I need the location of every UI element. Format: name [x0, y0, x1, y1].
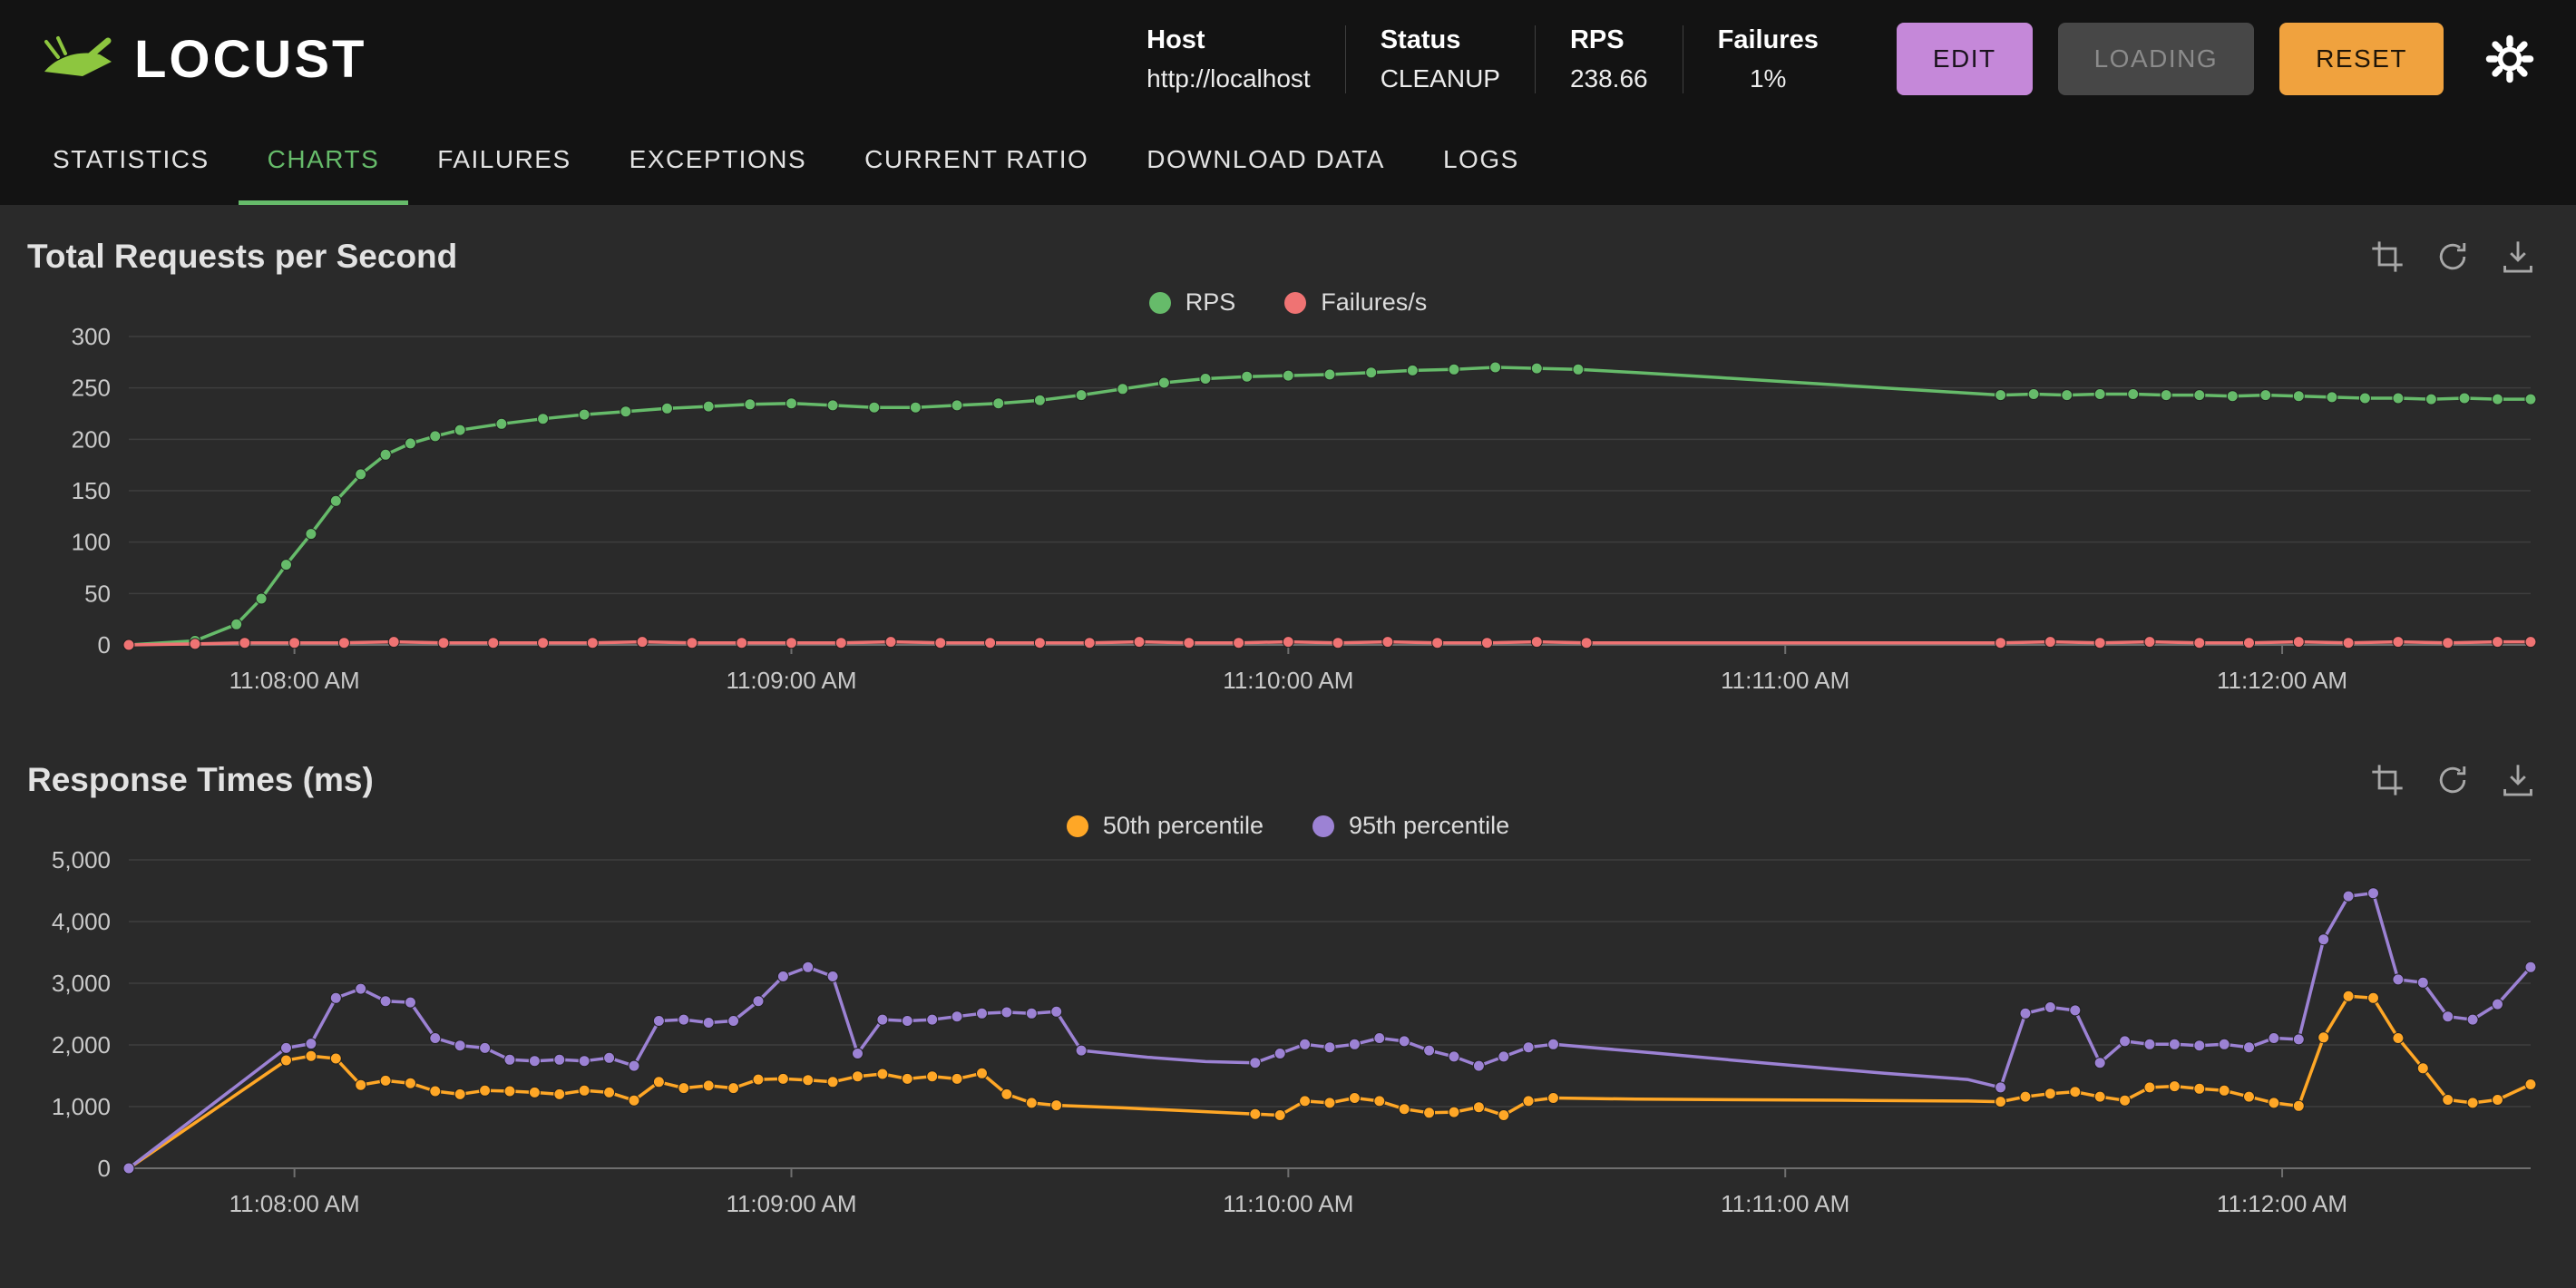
svg-text:4,000: 4,000	[52, 908, 111, 935]
svg-text:11:12:00 AM: 11:12:00 AM	[2217, 1190, 2347, 1217]
chart-toolbox	[2369, 762, 2549, 798]
svg-text:3,000: 3,000	[52, 970, 111, 997]
edit-button[interactable]: EDIT	[1896, 23, 2033, 95]
grasshopper-icon	[44, 36, 112, 76]
95th-percentile-series	[122, 887, 2537, 1175]
svg-text:200: 200	[72, 425, 111, 453]
svg-text:11:10:00 AM: 11:10:00 AM	[1223, 1190, 1353, 1217]
reset-button[interactable]: RESET	[2279, 23, 2444, 95]
tab-charts[interactable]: CHARTS	[238, 118, 409, 205]
stat-host: Host http://localhost	[1112, 24, 1346, 93]
restore-icon[interactable]	[2435, 239, 2471, 275]
chart-toolbox	[2369, 239, 2549, 275]
svg-text:11:12:00 AM: 11:12:00 AM	[2217, 667, 2347, 694]
response-times-chart-title: Response Times (ms)	[27, 761, 374, 798]
response-times-chart-canvas[interactable]: 0 1,000 2,000 3,000 4,000 5,000 11:08:00 AM 11:…	[27, 845, 2549, 1225]
app-header: LOCUST Host http://localhost Status CLEA…	[0, 0, 2576, 118]
svg-text:11:10:00 AM: 11:10:00 AM	[1223, 667, 1353, 694]
svg-text:11:11:00 AM: 11:11:00 AM	[1721, 1190, 1849, 1217]
svg-text:150: 150	[72, 477, 111, 504]
stat-rps: RPS 238.66	[1536, 24, 1683, 93]
stat-failures-label: Failures	[1717, 24, 1819, 54]
legend-marker-failures	[1284, 291, 1307, 314]
legend-item-95th[interactable]: 95th percentile	[1312, 812, 1509, 840]
stat-failures-value: 1%	[1749, 63, 1787, 93]
rps-chart-canvas[interactable]: 0 50 100 150 200 250 300 11:08:00 AM 11:09:00 AM…	[27, 322, 2549, 701]
legend-marker-50th	[1066, 815, 1088, 837]
stat-host-label: Host	[1147, 24, 1205, 54]
svg-text:1,000: 1,000	[52, 1093, 111, 1120]
svg-text:100: 100	[72, 529, 111, 556]
brand-name: LOCUST	[134, 29, 367, 89]
download-icon[interactable]	[2500, 762, 2536, 798]
legend-label-failures: Failures/s	[1321, 288, 1428, 316]
stat-status-label: Status	[1380, 24, 1461, 54]
stat-status-value: CLEANUP	[1380, 63, 1500, 93]
tab-bar: STATISTICS CHARTS FAILURES EXCEPTIONS CU…	[0, 118, 2576, 205]
failures-s-series	[122, 636, 2537, 651]
legend-marker-95th	[1312, 815, 1334, 837]
svg-text:11:09:00 AM: 11:09:00 AM	[726, 1190, 856, 1217]
download-icon[interactable]	[2500, 239, 2536, 275]
stat-rps-value: 238.66	[1569, 63, 1648, 93]
legend-marker-rps	[1148, 291, 1171, 314]
tab-statistics[interactable]: STATISTICS	[53, 144, 210, 173]
charts-page: Total Requests per Second RPS Fail	[0, 205, 2576, 1225]
legend-item-rps[interactable]: RPS	[1148, 288, 1236, 317]
50th-percentile-series	[122, 990, 2537, 1175]
svg-text:300: 300	[72, 323, 111, 350]
legend-item-failures[interactable]: Failures/s	[1284, 288, 1427, 317]
legend-label-rps: RPS	[1185, 288, 1236, 316]
stat-rps-label: RPS	[1569, 24, 1625, 54]
stat-failures: Failures 1%	[1683, 25, 1853, 93]
svg-text:11:11:00 AM: 11:11:00 AM	[1721, 667, 1849, 694]
response-times-chart-legend: 50th percentile 95th percentile	[27, 812, 2549, 840]
svg-text:50: 50	[84, 580, 111, 607]
tab-logs[interactable]: LOGS	[1442, 144, 1519, 173]
box-select-icon[interactable]	[2369, 239, 2405, 275]
tab-failures[interactable]: FAILURES	[437, 144, 571, 173]
box-select-icon[interactable]	[2369, 762, 2405, 798]
rps-chart-section: Total Requests per Second RPS Fail	[27, 238, 2549, 701]
svg-text:11:09:00 AM: 11:09:00 AM	[726, 667, 856, 694]
svg-text:0: 0	[98, 631, 111, 659]
svg-text:5,000: 5,000	[52, 846, 111, 873]
stat-host-value: http://localhost	[1147, 63, 1311, 93]
legend-label-95th: 95th percentile	[1349, 812, 1510, 839]
rps-chart-title: Total Requests per Second	[27, 238, 458, 275]
tab-download-data[interactable]: DOWNLOAD DATA	[1147, 144, 1385, 173]
stat-status: Status CLEANUP	[1346, 24, 1536, 93]
tab-exceptions[interactable]: EXCEPTIONS	[629, 144, 807, 173]
legend-label-50th: 50th percentile	[1102, 812, 1264, 839]
rps-chart-legend: RPS Failures/s	[27, 288, 2549, 317]
svg-text:11:08:00 AM: 11:08:00 AM	[229, 667, 360, 694]
header-actions: EDIT LOADING RESET	[1896, 23, 2444, 95]
rps-series	[122, 361, 2537, 651]
svg-text:2,000: 2,000	[52, 1031, 111, 1059]
svg-text:250: 250	[72, 375, 111, 402]
loading-button: LOADING	[2057, 23, 2255, 95]
header-stats: Host http://localhost Status CLEANUP RPS…	[1112, 24, 1853, 93]
svg-text:11:08:00 AM: 11:08:00 AM	[229, 1190, 360, 1217]
response-times-chart-section: Response Times (ms) 50th percentile	[27, 761, 2549, 1225]
tab-current-ratio[interactable]: CURRENT RATIO	[864, 144, 1089, 173]
restore-icon[interactable]	[2435, 762, 2471, 798]
gear-icon[interactable]	[2483, 33, 2536, 85]
svg-text:0: 0	[98, 1155, 111, 1182]
legend-item-50th[interactable]: 50th percentile	[1066, 812, 1264, 840]
locust-logo[interactable]: LOCUST	[40, 29, 366, 90]
